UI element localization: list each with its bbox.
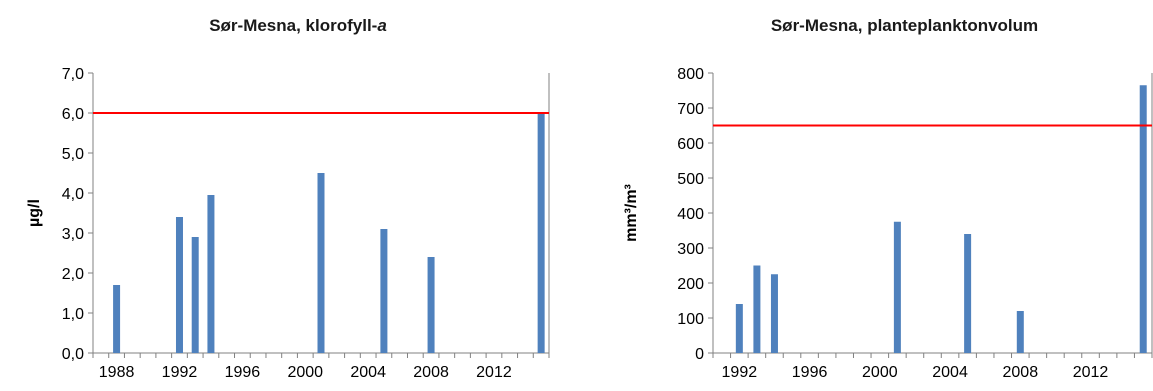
y-tick-label: 100 — [677, 311, 704, 328]
bar — [964, 234, 972, 353]
y-axis-title: µg/l — [26, 199, 43, 227]
y-tick-label: 0,0 — [62, 346, 84, 363]
bar — [893, 221, 901, 353]
chart-chlorophyll: Sør-Mesna, klorofyll-a 0,0 1,0 2,0 3,0 4,0 5,… — [0, 0, 576, 391]
y-tick-label: 400 — [677, 206, 704, 223]
bar — [207, 195, 215, 353]
x-tick-label: 2000 — [862, 364, 898, 381]
bar — [317, 173, 325, 353]
x-tick-label: 1996 — [225, 364, 261, 381]
chart-phytoplankton-volume: Sør-Mesna, planteplanktonvolum 0 100 200 30… — [576, 0, 1153, 391]
y-tick-label: 2,0 — [62, 266, 84, 283]
bar — [1016, 311, 1024, 353]
bar — [735, 304, 743, 353]
chart-chlorophyll-plot: 0,0 1,0 2,0 3,0 4,0 5,0 6,0 7,0 1988 1992 1996 2000… — [26, 66, 550, 381]
x-tick-label: 1992 — [722, 364, 758, 381]
y-tick-label: 5,0 — [62, 146, 84, 163]
y-tick-label: 3,0 — [62, 226, 84, 243]
y-tick-label: 600 — [677, 136, 704, 153]
y-tick-label: 300 — [677, 241, 704, 258]
x-tick-label: 2008 — [413, 364, 449, 381]
x-tick-label: 1996 — [792, 364, 828, 381]
bar — [753, 265, 761, 353]
x-tick-label: 2000 — [287, 364, 323, 381]
bar — [191, 237, 199, 353]
bar — [770, 274, 778, 353]
y-tick-label: 800 — [677, 66, 704, 83]
y-tick-label: 500 — [677, 171, 704, 188]
bar — [380, 229, 388, 353]
chart-title: Sør-Mesna, klorofyll-a — [209, 16, 387, 35]
y-tick-label: 700 — [677, 101, 704, 118]
y-tick-label: 1,0 — [62, 306, 84, 323]
x-tick-label: 1988 — [99, 364, 135, 381]
bar — [1139, 85, 1147, 353]
y-tick-label: 7,0 — [62, 66, 84, 83]
bar — [537, 113, 545, 353]
bar — [427, 257, 435, 353]
chart-phytoplankton-plot: 0 100 200 300 400 500 600 700 800 1992 1996 2000 200… — [623, 66, 1153, 381]
x-tick-label: 2012 — [1073, 364, 1109, 381]
x-tick-label: 2012 — [476, 364, 512, 381]
chart-title: Sør-Mesna, planteplanktonvolum — [770, 16, 1039, 35]
x-tick-label: 2004 — [350, 364, 386, 381]
x-tick-label: 1992 — [162, 364, 198, 381]
bar — [113, 285, 121, 353]
bar — [175, 217, 183, 353]
y-tick-label: 0 — [695, 346, 704, 363]
x-tick-label: 2004 — [932, 364, 968, 381]
y-tick-label: 6,0 — [62, 106, 84, 123]
y-tick-label: 200 — [677, 276, 704, 293]
y-axis-title: mm³/m³ — [623, 184, 640, 242]
y-tick-label: 4,0 — [62, 186, 84, 203]
x-tick-label: 2008 — [1003, 364, 1039, 381]
